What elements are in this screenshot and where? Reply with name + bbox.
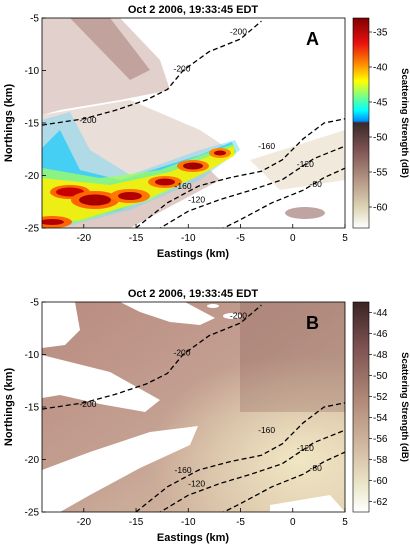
panel-b-label: B [306, 313, 319, 333]
colorbar-tick-label: -58 [373, 455, 388, 466]
contour-label: -120 [297, 443, 314, 453]
panel-a-y-label: Northings (km) [3, 84, 15, 163]
depth-contour-neg160 [135, 402, 345, 512]
panel-a-colorbar-label: Scattering Strength (dB) [399, 68, 410, 178]
contour-label: -200 [230, 27, 247, 37]
y-tick-label: -10 [25, 350, 40, 361]
contour-label: -160 [175, 181, 192, 191]
panel-a: Oct 2 2006, 19:33:45 EDT [3, 4, 410, 260]
colorbar-tick-label: -54 [373, 413, 388, 424]
y-tick-label: -10 [25, 66, 40, 77]
panel-a-title: Oct 2 2006, 19:33:45 EDT [128, 4, 259, 16]
panel-a-label: A [306, 29, 319, 49]
x-tick-label: 5 [342, 517, 348, 528]
contour-label: -120 [188, 195, 205, 205]
panel-a-y-axis: -25 -20 -15 -10 -5 [25, 14, 46, 235]
y-tick-label: -25 [25, 508, 40, 519]
contour-label: -200 [173, 347, 190, 357]
x-tick-label: 0 [290, 233, 296, 244]
x-tick-label: -5 [236, 517, 245, 528]
panel-b-y-label: Northings (km) [3, 368, 15, 447]
x-tick-label: -15 [129, 517, 144, 528]
panel-a-x-label: Eastings (km) [157, 248, 229, 260]
contour-label: -200 [173, 63, 190, 73]
colorbar-tick-label: -46 [373, 329, 388, 340]
colorbar-tick-label: -44 [373, 308, 388, 319]
panel-a-heatmap: -200 -200 -200 -160 -160 -120 -120 -80 [42, 18, 345, 228]
y-tick-label: -15 [25, 403, 40, 414]
panel-b-contour-labels: -200 -200 -200 -160 -160 -120 -120 -80 [79, 311, 323, 489]
x-tick-label: -10 [181, 517, 196, 528]
panel-b-x-axis: -20 -15 -10 -5 0 5 [77, 508, 348, 528]
panel-a-x-axis: -20 -15 -10 -5 0 5 [77, 224, 348, 244]
x-tick-label: 0 [290, 517, 296, 528]
x-tick-label: -20 [77, 233, 92, 244]
x-tick-label: -5 [236, 233, 245, 244]
colorbar-tick-label: -50 [373, 133, 388, 144]
y-tick-label: -5 [30, 298, 39, 309]
colorbar-tick-label: -35 [373, 28, 388, 39]
colorbar-tick-label: -60 [373, 203, 388, 214]
colorbar-tick-label: -40 [373, 63, 388, 74]
y-tick-label: -20 [25, 455, 40, 466]
x-tick-label: -20 [77, 517, 92, 528]
panel-b-colorbar-label: Scattering Strength (dB) [399, 352, 410, 462]
panel-b-y-axis: -25 -20 -15 -10 -5 [25, 298, 46, 519]
contour-label: -160 [175, 465, 192, 475]
contour-label: -160 [258, 425, 275, 435]
contour-label: -200 [79, 399, 96, 409]
panel-b: Oct 2 2006, 19:33:45 EDT -200-200-200-16… [3, 288, 410, 544]
colorbar-tick-label: -55 [373, 168, 388, 179]
colorbar-tick-label: -52 [373, 392, 388, 403]
y-tick-label: -15 [25, 119, 40, 130]
panel-a-colorbar [352, 17, 370, 229]
depth-contour-neg80 [222, 451, 345, 512]
colorbar-tick-label: -48 [373, 350, 388, 361]
contour-label: -200 [79, 115, 96, 125]
panel-a-colorbar-ticks: -35 -40 -45 -50 -55 -60 [369, 28, 388, 214]
panel-a-contour-labels: -200 -200 -200 -160 -160 -120 -120 -80 [79, 27, 323, 205]
panel-b-contours [42, 304, 345, 512]
x-tick-label: -15 [129, 233, 144, 244]
panel-b-colorbar-ticks: -44 -46 -48 -50 -52 -54 -56 -58 -60 -62 [369, 308, 388, 508]
contour-label: -160 [258, 141, 275, 151]
y-tick-label: -25 [25, 224, 40, 235]
panel-b-heatmap: -200 -200 -200 -160 -160 -120 -120 -80 [42, 302, 345, 512]
colorbar-tick-label: -60 [373, 476, 388, 487]
depth-contour-neg120 [159, 429, 345, 512]
depth-contour-neg80 [222, 167, 345, 228]
depth-contour-neg160 [135, 118, 345, 228]
colorbar-tick-label: -50 [373, 371, 388, 382]
contour-label: -120 [297, 159, 314, 169]
depth-contour-neg200 [42, 20, 262, 126]
panel-b-title: Oct 2 2006, 19:33:45 EDT [128, 288, 259, 300]
depth-contour-neg120 [159, 145, 345, 228]
y-tick-label: -5 [30, 14, 39, 25]
y-tick-label: -20 [25, 171, 40, 182]
panel-a-contours [42, 20, 345, 228]
contour-label: -80 [310, 179, 323, 189]
x-tick-label: 5 [342, 233, 348, 244]
colorbar-tick-label: -56 [373, 434, 388, 445]
contour-label: -200 [230, 311, 247, 321]
panel-b-colorbar [352, 301, 370, 513]
panel-b-x-label: Eastings (km) [157, 532, 229, 544]
contour-label: -80 [310, 463, 323, 473]
colorbar-tick-label: -45 [373, 98, 388, 109]
depth-contour-neg200 [42, 304, 262, 410]
x-tick-label: -10 [181, 233, 196, 244]
contour-label: -120 [188, 479, 205, 489]
colorbar-tick-label: -62 [373, 497, 388, 508]
